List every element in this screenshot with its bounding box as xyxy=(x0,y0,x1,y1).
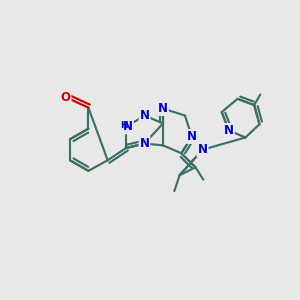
Text: N: N xyxy=(187,130,197,143)
Text: O: O xyxy=(61,91,70,103)
Text: N: N xyxy=(197,143,207,156)
Text: N: N xyxy=(140,137,149,150)
Text: N: N xyxy=(224,124,234,137)
Text: N: N xyxy=(123,120,133,134)
Text: N: N xyxy=(158,102,168,115)
Text: H: H xyxy=(120,121,127,130)
Text: N: N xyxy=(140,109,149,122)
